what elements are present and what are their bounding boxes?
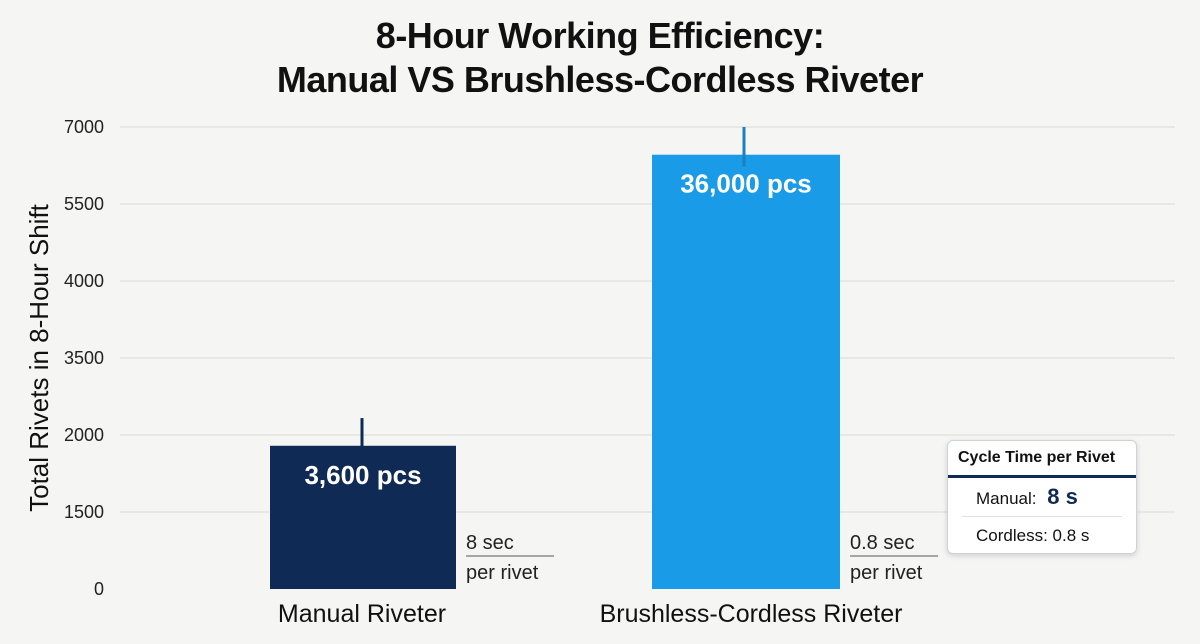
cycle-time-cordless-value: 0.8 s: [1052, 526, 1090, 545]
y-axis-label: Total Rivets in 8-Hour Shift: [24, 203, 54, 512]
y-tick-label: 5500: [64, 194, 104, 214]
bar: [652, 154, 840, 589]
cycle-time-box: Cycle Time per Rivet Manual: 8 s Cordles…: [947, 440, 1137, 554]
data-label: 3,600 pcs: [304, 460, 421, 490]
per-rivet-note-unit: per rivet: [466, 562, 539, 584]
cycle-time-manual-label: Manual:: [976, 489, 1037, 508]
cycle-time-manual-row: Manual: 8 s: [948, 478, 1136, 516]
bar: [270, 445, 456, 589]
cycle-time-manual-value: 8 s: [1047, 484, 1078, 509]
chart-title: 8-Hour Working Efficiency: Manual VS Bru…: [0, 14, 1200, 102]
chart-title-line-2: Manual VS Brushless-Cordless Riveter: [276, 59, 924, 100]
cycle-time-cordless-row: Cordless: 0.8 s: [962, 516, 1122, 555]
y-tick-label: 2000: [64, 425, 104, 445]
y-tick-label: 3500: [64, 348, 104, 368]
y-tick-label: 1500: [64, 502, 104, 522]
cycle-time-title: Cycle Time per Rivet: [948, 441, 1136, 478]
x-category-label: Brushless-Cordless Riveter: [600, 600, 903, 628]
per-rivet-note-value: 0.8 sec: [850, 532, 914, 554]
x-category-label: Manual Riveter: [278, 600, 446, 628]
y-tick-label: 0: [94, 579, 104, 599]
data-label: 36,000 pcs: [680, 169, 812, 199]
per-rivet-note-value: 8 sec: [466, 532, 514, 554]
per-rivet-note-unit: per rivet: [850, 562, 923, 584]
y-tick-label: 4000: [64, 271, 104, 291]
y-tick-label: 7000: [64, 117, 104, 137]
cycle-time-cordless-label: Cordless:: [976, 526, 1048, 545]
chart-title-line-1: 8-Hour Working Efficiency:: [375, 15, 825, 56]
